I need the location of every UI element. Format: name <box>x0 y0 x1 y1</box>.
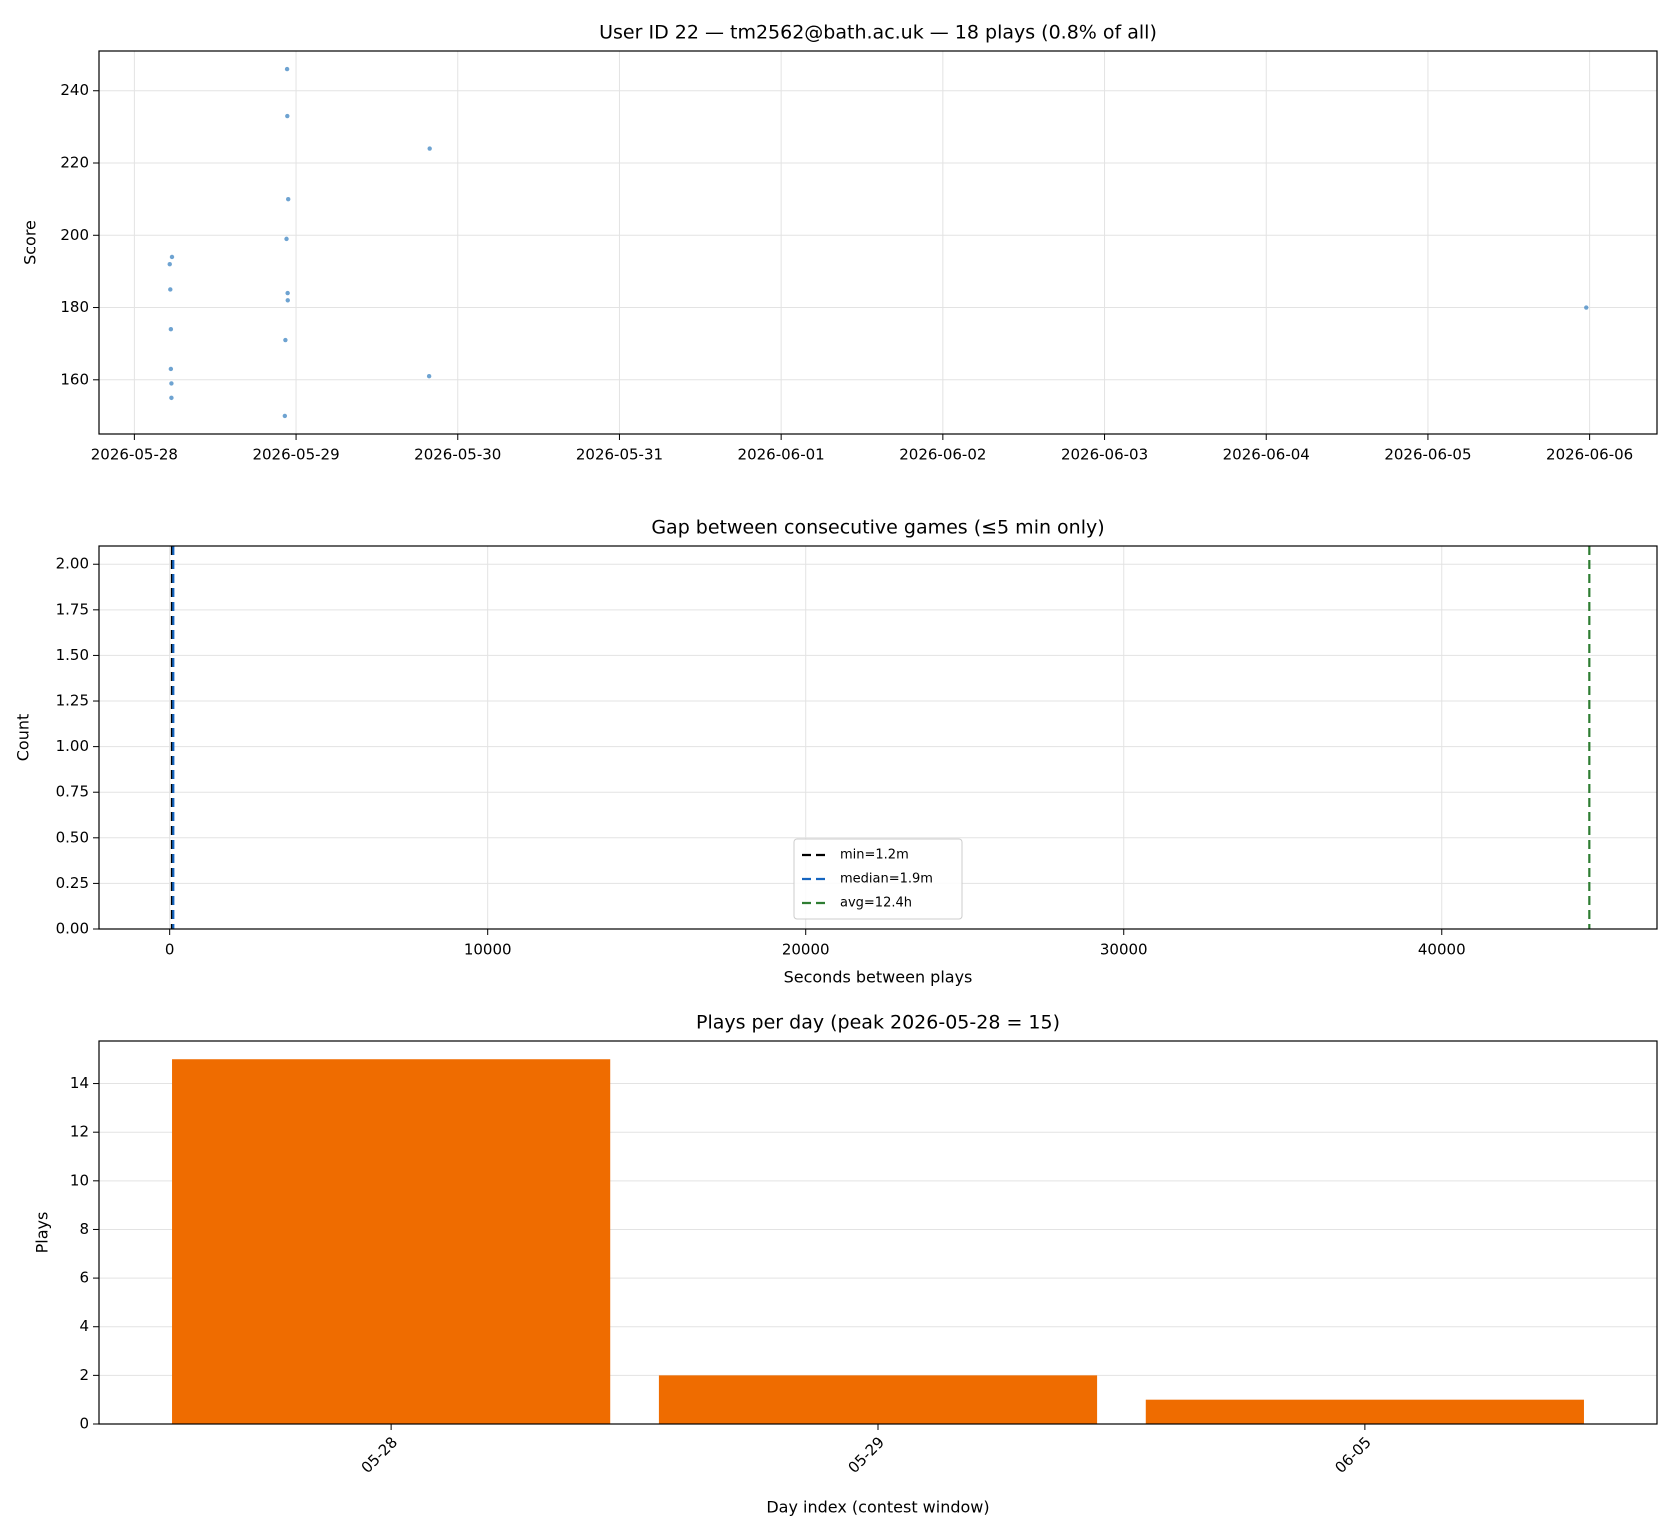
axes-frame <box>98 50 1658 435</box>
y-tick-label: 160 <box>60 370 89 388</box>
point <box>426 373 432 379</box>
bar <box>658 1375 1098 1424</box>
point <box>168 366 174 372</box>
point <box>1584 305 1589 310</box>
point <box>285 298 290 303</box>
point <box>169 254 175 260</box>
y-tick-label: 1.00 <box>56 737 89 755</box>
y-axis-label: Score <box>21 220 40 265</box>
y-tick-label: 14 <box>70 1074 89 1092</box>
x-tick-label: 0 <box>165 941 175 959</box>
chart-title: Plays per day (peak 2026-05-28 = 15) <box>696 1012 1060 1034</box>
y-tick-label: 0.75 <box>56 783 89 801</box>
bar <box>172 1059 611 1424</box>
x-tick-label: 2026-06-05 <box>1384 446 1471 464</box>
x-tick-label: 2026-06-01 <box>738 446 825 464</box>
x-tick-label: 2026-05-30 <box>414 446 501 464</box>
y-tick-label: 1.25 <box>56 692 89 710</box>
axes-frame <box>98 1040 1658 1425</box>
y-tick-label: 2.00 <box>56 555 89 573</box>
x-tick-label: 2026-06-04 <box>1223 446 1310 464</box>
point <box>286 196 291 202</box>
y-tick-label: 180 <box>60 298 89 316</box>
y-tick-label: 0.25 <box>56 874 89 892</box>
y-tick-label: 0.00 <box>56 920 89 938</box>
bar <box>1145 1399 1584 1424</box>
y-tick-label: 1.50 <box>56 646 89 664</box>
y-tick-label: 0 <box>79 1415 89 1433</box>
x-tick-label: 2026-05-28 <box>91 446 178 464</box>
point <box>168 327 174 332</box>
chart-title: User ID 22 — tm2562@bath.ac.uk — 18 play… <box>599 22 1157 44</box>
point <box>282 413 288 419</box>
x-tick-label: 40000 <box>1418 941 1466 959</box>
point <box>167 261 172 267</box>
y-axis-label: Count <box>14 714 33 762</box>
x-tick-label: 10000 <box>464 941 512 959</box>
y-tick-label: 220 <box>60 154 89 172</box>
point <box>285 113 290 119</box>
y-tick-label: 1.75 <box>56 600 89 618</box>
point <box>169 381 174 386</box>
point <box>284 236 289 242</box>
point <box>168 287 173 292</box>
point <box>169 395 174 401</box>
x-tick-label: 2026-05-29 <box>252 446 339 464</box>
point <box>427 146 432 151</box>
x-tick-label: 20000 <box>782 941 830 959</box>
legend-label: avg=12.4h <box>840 896 912 911</box>
y-tick-label: 4 <box>79 1317 89 1335</box>
axes-frame <box>98 545 1658 930</box>
x-axis-label: Day index (contest window) <box>766 1498 989 1517</box>
y-tick-label: 240 <box>60 81 89 99</box>
legend-label: median=1.9m <box>840 872 933 887</box>
point <box>285 290 290 296</box>
legend-box <box>793 838 963 920</box>
y-tick-label: 10 <box>70 1171 89 1189</box>
y-tick-label: 200 <box>60 226 89 244</box>
x-axis-label: Seconds between plays <box>784 968 973 987</box>
y-axis-label: Plays <box>33 1212 52 1254</box>
point <box>283 337 288 343</box>
chart-title: Gap between consecutive games (≤5 min on… <box>651 517 1104 539</box>
x-tick-label: 2026-05-31 <box>576 446 663 464</box>
legend-label: min=1.2m <box>840 848 909 863</box>
y-tick-label: 0.50 <box>56 828 89 846</box>
point <box>284 66 290 72</box>
x-tick-label: 2026-06-02 <box>899 446 986 464</box>
x-tick-label: 2026-06-03 <box>1061 446 1148 464</box>
x-tick-label: 2026-06-06 <box>1546 446 1633 464</box>
x-tick-label: 30000 <box>1100 941 1148 959</box>
y-tick-label: 6 <box>79 1269 89 1287</box>
y-tick-label: 2 <box>79 1366 89 1384</box>
y-tick-label: 12 <box>70 1123 89 1141</box>
y-tick-label: 8 <box>79 1220 89 1238</box>
